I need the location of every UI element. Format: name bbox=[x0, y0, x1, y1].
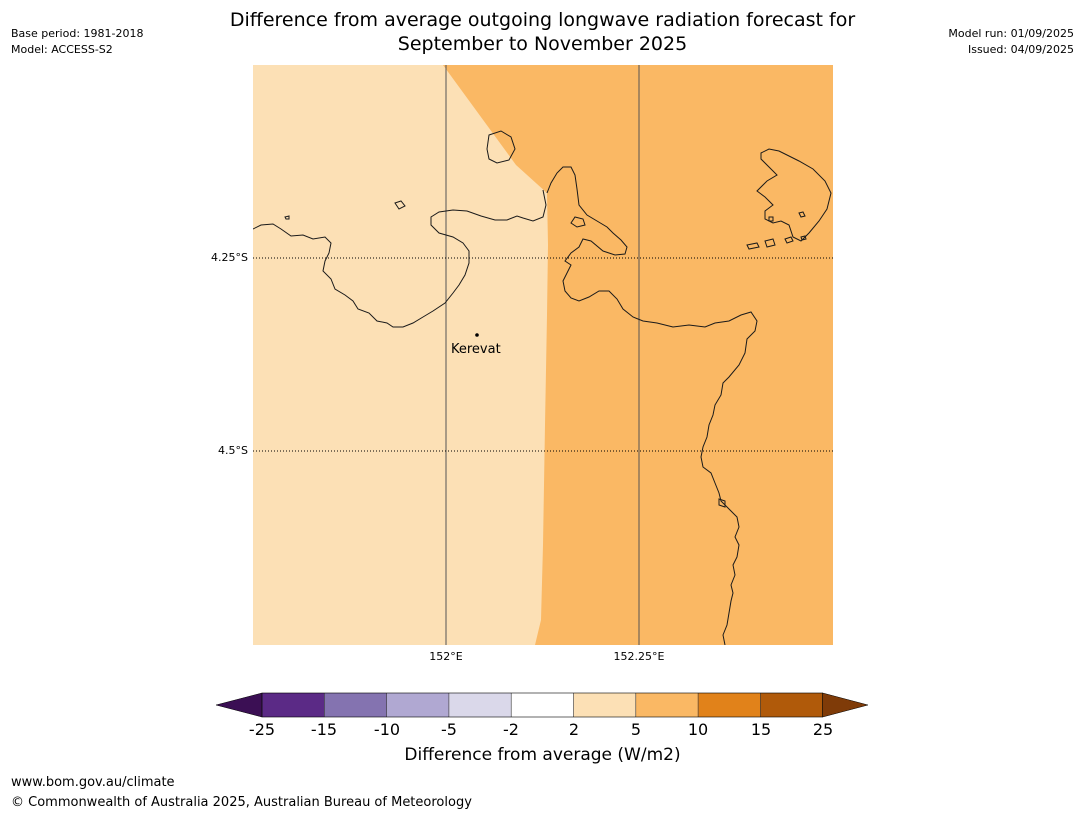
islet-7 bbox=[784, 236, 794, 244]
colorbar-tick: -5 bbox=[441, 720, 457, 739]
islet-6 bbox=[764, 238, 776, 248]
kerevat-marker bbox=[475, 333, 479, 337]
colorbar-band-2 bbox=[324, 693, 387, 717]
islet-2 bbox=[284, 215, 290, 220]
model-text: Model: ACCESS-S2 bbox=[11, 43, 113, 56]
title-line-2: September to November 2025 bbox=[397, 33, 688, 55]
chart-title: Difference from average outgoing longwav… bbox=[0, 8, 1085, 56]
colorbar-tick: 25 bbox=[812, 720, 834, 739]
colorbar-band-8 bbox=[698, 693, 761, 717]
title-line-1: Difference from average outgoing longwav… bbox=[229, 9, 856, 31]
colorbar-band-7 bbox=[635, 693, 699, 717]
colorbar-band-6 bbox=[573, 693, 636, 717]
lon-label-152-25: 152.25°E bbox=[613, 650, 665, 663]
coastline-gazelle bbox=[546, 166, 758, 645]
lat-label-4-25: 4.25°S bbox=[211, 251, 248, 264]
anomaly-band-5-10 bbox=[443, 65, 833, 645]
islet-10 bbox=[768, 216, 774, 222]
colorbar-extend-high bbox=[822, 692, 869, 718]
islet-9 bbox=[798, 211, 806, 218]
colorbar-band-9 bbox=[760, 693, 823, 717]
footer-copyright: © Commonwealth of Australia 2025, Austra… bbox=[11, 795, 472, 810]
colorbar-tick: 5 bbox=[630, 720, 642, 739]
islet-4 bbox=[718, 498, 726, 508]
colorbar-band-3 bbox=[386, 693, 449, 717]
colorbar-tick: 10 bbox=[687, 720, 709, 739]
coastlines bbox=[253, 130, 832, 645]
colorbar-frame bbox=[261, 692, 824, 718]
metadata-left: Base period: 1981-2018 Model: ACCESS-S2 bbox=[11, 26, 143, 58]
lon-label-152: 152°E bbox=[429, 650, 463, 663]
islet-8 bbox=[800, 235, 807, 241]
place-label-kerevat: Kerevat bbox=[451, 342, 501, 357]
colorbar-band-5 bbox=[511, 693, 574, 717]
islet-3 bbox=[570, 216, 586, 228]
map-panel bbox=[253, 65, 833, 645]
issued-text: Issued: 04/09/2025 bbox=[967, 43, 1074, 56]
colorbar-tick: -2 bbox=[503, 720, 519, 739]
colorbar bbox=[216, 692, 869, 718]
islet-5 bbox=[746, 242, 760, 250]
coastline-west-peninsula bbox=[253, 189, 547, 328]
islet-1 bbox=[394, 200, 406, 210]
coastline-duke-of-york bbox=[756, 148, 832, 242]
colorbar-tick: 15 bbox=[750, 720, 772, 739]
map-svg bbox=[253, 65, 833, 645]
colorbar-extend-low bbox=[216, 692, 263, 718]
colorbar-label: Difference from average (W/m2) bbox=[404, 745, 681, 765]
colorbar-band-1 bbox=[262, 693, 325, 717]
coastline-north-islet bbox=[486, 130, 516, 164]
colorbar-tick: 2 bbox=[568, 720, 580, 739]
base-period-text: Base period: 1981-2018 bbox=[11, 27, 144, 40]
colorbar-tick: -25 bbox=[248, 720, 276, 739]
footer-url[interactable]: www.bom.gov.au/climate bbox=[11, 775, 175, 790]
colorbar-tick: -15 bbox=[310, 720, 338, 739]
lat-label-4-5: 4.5°S bbox=[218, 444, 248, 457]
metadata-right: Model run: 01/09/2025 Issued: 04/09/2025 bbox=[948, 26, 1074, 58]
colorbar-tick: -10 bbox=[373, 720, 401, 739]
model-run-text: Model run: 01/09/2025 bbox=[948, 27, 1074, 40]
colorbar-band-4 bbox=[448, 693, 512, 717]
